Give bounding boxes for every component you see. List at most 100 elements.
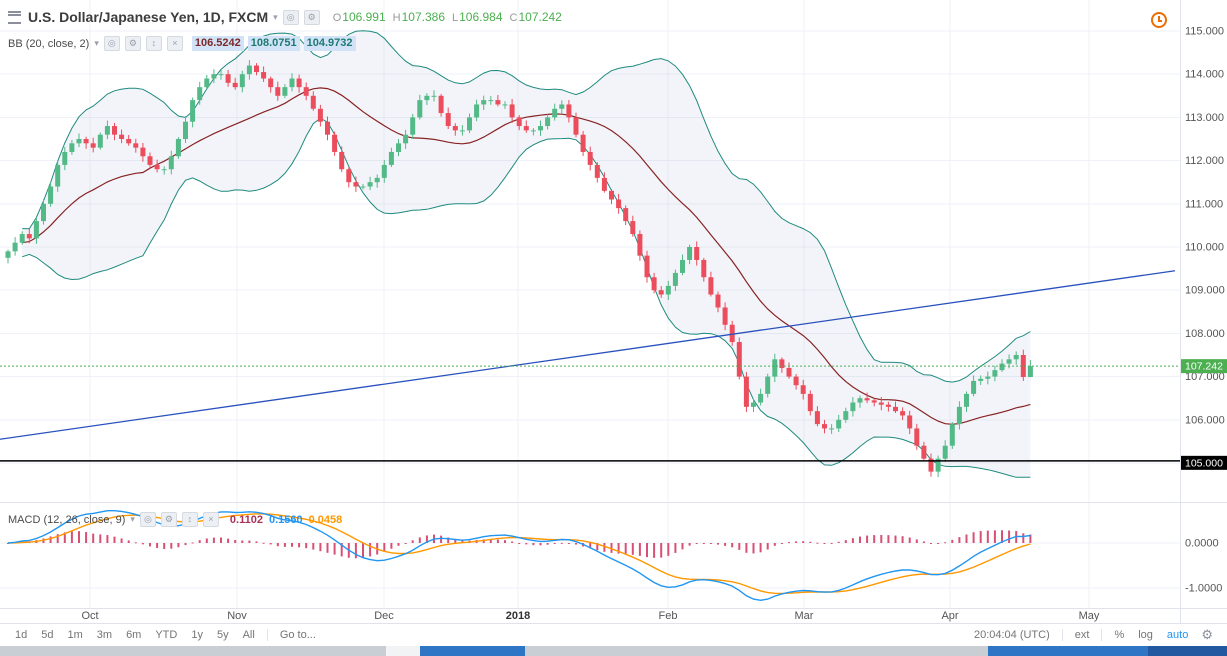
svg-text:111.000: 111.000 xyxy=(1185,198,1223,210)
bb-settings-icon[interactable]: ⚙ xyxy=(124,36,141,51)
ohlc-label: C xyxy=(509,12,518,24)
ohlc-item: H107.386 xyxy=(393,10,445,24)
time-axis[interactable] xyxy=(0,608,1180,623)
svg-text:110.000: 110.000 xyxy=(1185,242,1224,254)
bottom-app-strip xyxy=(0,646,1227,656)
svg-text:114.000: 114.000 xyxy=(1185,69,1224,81)
ohlc-item: L106.984 xyxy=(452,10,503,24)
toolbar-separator xyxy=(1061,629,1063,641)
taskbar-segment-1[interactable] xyxy=(386,646,420,656)
chart-properties-icon[interactable]: ⚙ xyxy=(1201,627,1213,642)
ohlc-item: C107.242 xyxy=(510,10,562,24)
ohlc-label: O xyxy=(332,12,342,24)
bb-indicator-legend: BB (20, close, 2) ▾ ◎ ⚙ ↕ × 106.5242 108.… xyxy=(8,36,356,51)
svg-text:2018: 2018 xyxy=(506,610,530,622)
bb-move-icon[interactable]: ↕ xyxy=(145,36,162,51)
trendline-drawing[interactable] xyxy=(0,270,1176,440)
macd-visibility-icon[interactable]: ◎ xyxy=(139,512,156,527)
ohlc-label: H xyxy=(392,12,401,24)
range-All[interactable]: All xyxy=(236,629,262,641)
bb-value: 106.5242 xyxy=(191,36,244,51)
taskbar-segment-2[interactable] xyxy=(420,646,525,656)
range-3m[interactable]: 3m xyxy=(90,629,119,641)
svg-text:115.000: 115.000 xyxy=(1185,26,1224,38)
bb-value: 104.9732 xyxy=(303,36,356,51)
time-display[interactable]: 20:04:04 (UTC) xyxy=(967,629,1057,641)
macd-value: 0.1102 xyxy=(229,513,263,526)
taskbar-segment-3[interactable] xyxy=(988,646,1148,656)
price-axis[interactable] xyxy=(1180,0,1227,608)
time-axis-labels: Oct Nov Dec 2018 Feb Mar Apr May xyxy=(81,610,1099,622)
svg-text:Oct: Oct xyxy=(81,610,98,622)
ohlc-values: O106.991 H107.386 L106.984 C107.242 xyxy=(333,10,562,24)
taskbar-segment-4[interactable] xyxy=(1148,646,1227,656)
macd-value: 0.1560 xyxy=(268,513,303,526)
macd-line xyxy=(7,510,1031,602)
svg-text:Nov: Nov xyxy=(227,610,247,622)
bottom-toolbar: 1d 5d 1m 3m 6m YTD 1y 5y All Go to... 20:04:04 (U… xyxy=(0,623,1227,646)
range-6m[interactable]: 6m xyxy=(119,629,148,641)
auto-button[interactable]: auto xyxy=(1160,629,1195,641)
bb-indicator-title[interactable]: BB (20, close, 2) xyxy=(8,37,90,50)
%-button[interactable]: % xyxy=(1107,629,1131,641)
goto-button[interactable]: Go to... xyxy=(273,629,323,641)
range-YTD[interactable]: YTD xyxy=(148,629,184,641)
symbol-legend: U.S. Dollar/Japanese Yen, 1D, FXCM ▾ ◎ ⚙… xyxy=(8,9,562,25)
log-button[interactable]: log xyxy=(1131,629,1160,641)
chart-menu-icon[interactable] xyxy=(8,10,21,24)
svg-text:105.000: 105.000 xyxy=(1185,457,1223,469)
bb-visibility-icon[interactable]: ◎ xyxy=(103,36,120,51)
svg-text:107.000: 107.000 xyxy=(1185,371,1225,383)
svg-text:0.0000: 0.0000 xyxy=(1185,538,1219,550)
range-1m[interactable]: 1m xyxy=(61,629,90,641)
svg-text:107.242: 107.242 xyxy=(1185,361,1223,373)
macd-remove-icon[interactable]: × xyxy=(202,512,219,527)
bb-remove-icon[interactable]: × xyxy=(166,36,183,51)
range-5d[interactable]: 5d xyxy=(34,629,60,641)
range-1y[interactable]: 1y xyxy=(184,629,210,641)
toolbar-separator xyxy=(266,629,268,641)
svg-text:-1.0000: -1.0000 xyxy=(1185,583,1222,595)
ohlc-value: 106.991 xyxy=(342,10,386,24)
symbol-caret-icon[interactable]: ▾ xyxy=(273,11,278,22)
ohlc-value: 106.984 xyxy=(459,10,503,24)
ohlc-value: 107.386 xyxy=(401,10,445,24)
svg-text:112.000: 112.000 xyxy=(1185,155,1224,167)
ohlc-item: O106.991 xyxy=(333,10,386,24)
bb-value: 108.0751 xyxy=(247,36,300,51)
macd-lines xyxy=(7,510,1031,602)
svg-text:106.000: 106.000 xyxy=(1185,414,1225,426)
series-visibility-icon[interactable]: ◎ xyxy=(282,9,299,25)
symbol-title[interactable]: U.S. Dollar/Japanese Yen, 1D, FXCM xyxy=(28,9,269,25)
candlestick-series xyxy=(5,60,1033,478)
price-chart-canvas[interactable]: 115.000 114.000 113.000 112.000 111.000 110.0… xyxy=(0,0,1227,623)
macd-settings-icon[interactable]: ⚙ xyxy=(160,512,177,527)
svg-text:Feb: Feb xyxy=(659,610,678,622)
svg-text:Mar: Mar xyxy=(795,610,814,622)
macd-value: 0.0458 xyxy=(308,513,343,526)
bb-values: 106.5242 108.0751 104.9732 xyxy=(191,36,356,51)
svg-text:113.000: 113.000 xyxy=(1185,112,1224,124)
svg-text:109.000: 109.000 xyxy=(1185,285,1225,297)
last-price-badge: 107.242 xyxy=(1181,359,1227,374)
svg-text:108.000: 108.000 xyxy=(1185,328,1225,340)
svg-text:May: May xyxy=(1079,610,1100,622)
range-buttons-group: 1d 5d 1m 3m 6m YTD 1y 5y All Go to... xyxy=(8,629,323,641)
alert-clock-icon[interactable] xyxy=(1151,12,1167,28)
svg-text:Apr: Apr xyxy=(941,610,958,622)
main-pane[interactable] xyxy=(0,0,1180,502)
grid xyxy=(0,0,1180,608)
ext-button[interactable]: ext xyxy=(1068,629,1097,641)
series-settings-icon[interactable]: ⚙ xyxy=(303,9,320,25)
macd-indicator-legend: MACD (12, 26, close, 9) ▾ ◎ ⚙ ↕ × 0.1102… xyxy=(8,512,342,527)
hline-price-badge: 105.000 xyxy=(1181,455,1227,470)
macd-indicator-title[interactable]: MACD (12, 26, close, 9) xyxy=(8,513,126,526)
macd-caret-icon[interactable]: ▾ xyxy=(130,514,135,524)
pane-separators xyxy=(0,0,1227,623)
macd-move-icon[interactable]: ↕ xyxy=(181,512,198,527)
range-1d[interactable]: 1d xyxy=(8,629,34,641)
bb-caret-icon[interactable]: ▾ xyxy=(94,38,99,48)
scale-buttons-group: 20:04:04 (UTC) ext% log auto ⚙ xyxy=(967,627,1219,643)
range-5y[interactable]: 5y xyxy=(210,629,236,641)
